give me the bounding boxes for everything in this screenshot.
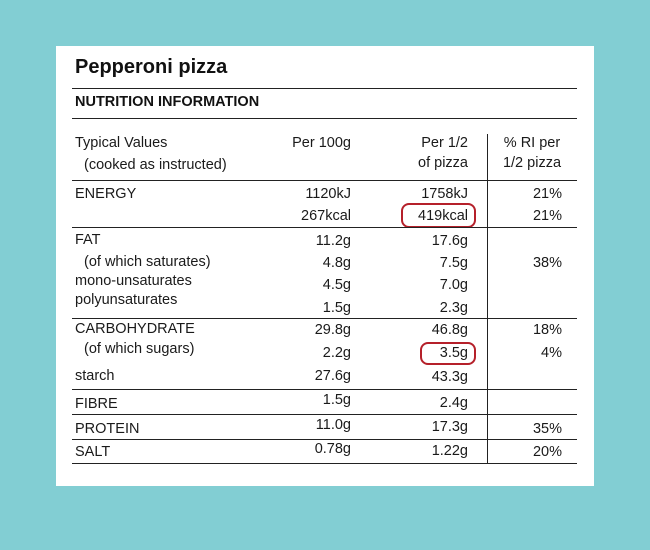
energy-kj-half: 1758kJ	[421, 186, 468, 202]
fibre-label: FIBRE	[75, 396, 118, 412]
sugars-half: 3.5g	[439, 345, 468, 361]
fibre-half: 2.4g	[439, 395, 468, 411]
carbohydrate-divider	[72, 389, 577, 390]
salt-divider	[72, 463, 577, 464]
mono-half: 7.0g	[439, 277, 468, 293]
sugars-ri: 4%	[541, 345, 562, 361]
energy-kcal-ri: 21%	[532, 208, 562, 224]
product-title: Pepperoni pizza	[75, 56, 228, 78]
highlight-circle-sugars	[420, 342, 476, 365]
protein-ri: 35%	[532, 421, 562, 437]
fibre-divider	[72, 414, 577, 415]
header-per-100g: Per 100g	[292, 135, 351, 151]
header-typical-values: Typical Values	[75, 135, 168, 151]
poly-half: 2.3g	[439, 300, 468, 316]
title-divider	[72, 88, 577, 89]
highlight-circle-kcal	[401, 203, 476, 228]
energy-divider	[72, 227, 577, 228]
protein-divider	[72, 439, 577, 440]
carbohydrate-ri: 18%	[532, 322, 562, 338]
starch-100g: 27.6g	[314, 368, 351, 384]
header-divider	[72, 180, 577, 181]
energy-kj-ri: 21%	[532, 186, 562, 202]
mono-100g: 4.5g	[322, 277, 351, 293]
nutrition-label-card: Pepperoni pizza NUTRITION INFORMATION Ty…	[56, 46, 594, 486]
protein-half: 17.3g	[431, 419, 468, 435]
nutrition-heading: NUTRITION INFORMATION	[75, 94, 260, 110]
protein-label: PROTEIN	[75, 421, 140, 437]
saturates-half: 7.5g	[439, 255, 468, 271]
carbohydrate-label: CARBOHYDRATE	[75, 321, 195, 337]
carbohydrate-100g: 29.8g	[314, 322, 351, 338]
header-cooked-as-instructed: (cooked as instructed)	[84, 157, 227, 173]
salt-label: SALT	[75, 444, 111, 460]
mono-label: mono-unsaturates	[75, 273, 192, 289]
sugars-100g: 2.2g	[322, 345, 351, 361]
ri-column-divider	[487, 134, 488, 464]
energy-kcal-half: 419kcal	[418, 208, 468, 224]
fat-divider	[72, 318, 577, 319]
saturates-ri: 38%	[532, 255, 562, 271]
header-per-half-line1: Per 1/2	[421, 135, 468, 151]
salt-ri: 20%	[532, 444, 562, 460]
energy-label: ENERGY	[75, 186, 137, 202]
fat-half: 17.6g	[431, 233, 468, 249]
salt-half: 1.22g	[431, 443, 468, 459]
header-ri-line1: % RI per	[503, 135, 561, 151]
header-per-half-line2: of pizza	[418, 155, 468, 171]
saturates-label: (of which saturates)	[84, 254, 211, 270]
fibre-100g: 1.5g	[322, 392, 351, 408]
fat-100g: 11.2g	[315, 233, 351, 249]
energy-kcal-100g: 267kcal	[301, 208, 351, 224]
protein-100g: 11.0g	[315, 417, 351, 433]
starch-label: starch	[75, 368, 115, 384]
fat-label: FAT	[75, 232, 101, 248]
heading-divider	[72, 118, 577, 119]
poly-100g: 1.5g	[322, 300, 351, 316]
energy-kj-100g: 1120kJ	[305, 186, 351, 202]
starch-half: 43.3g	[431, 369, 468, 385]
salt-100g: 0.78g	[314, 441, 351, 457]
carbohydrate-half: 46.8g	[431, 322, 468, 338]
header-ri-line2: 1/2 pizza	[502, 155, 562, 171]
sugars-label: (of which sugars)	[84, 341, 195, 357]
poly-label: polyunsaturates	[75, 292, 178, 308]
saturates-100g: 4.8g	[322, 255, 351, 271]
